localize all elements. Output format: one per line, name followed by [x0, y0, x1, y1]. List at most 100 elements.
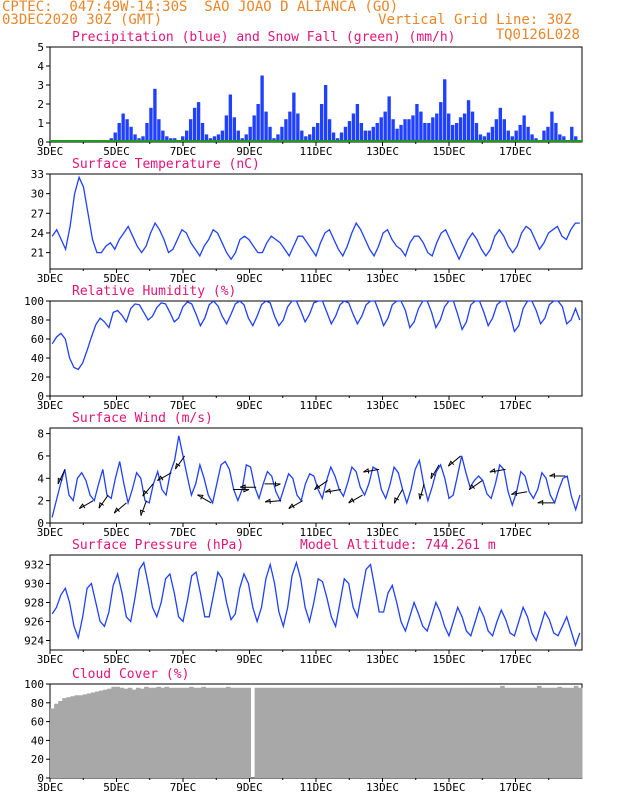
x-tick-label: 11DEC — [299, 526, 332, 539]
x-tick-label: 15DEC — [432, 526, 465, 539]
cloud-bar — [234, 687, 239, 778]
wind-arrow-head — [57, 477, 63, 484]
x-tick-label: 5DEC — [103, 145, 130, 158]
y-tick-label: 924 — [24, 635, 44, 648]
cloud-bar — [397, 687, 403, 778]
cloud-bar — [332, 687, 337, 778]
precip-bar — [375, 123, 379, 142]
precip-bar — [339, 132, 344, 142]
cloud-bar — [185, 687, 190, 778]
precip-bar — [327, 119, 332, 142]
wind-arrow — [363, 468, 380, 473]
precip-bar — [192, 107, 197, 142]
precip-bar — [470, 111, 475, 142]
y-tick-label: 40 — [31, 734, 44, 747]
cloud-bar — [164, 686, 170, 778]
precip-bar — [355, 104, 360, 142]
series-line — [51, 175, 580, 261]
cloud-bar — [140, 688, 145, 778]
precip-bar — [407, 119, 411, 142]
x-tick-label: 7DEC — [170, 781, 197, 794]
x-tick-label: 7DEC — [170, 272, 197, 285]
x-tick-label: 3DEC — [37, 399, 64, 412]
precip-bar — [276, 134, 280, 142]
precip-bar — [165, 136, 169, 142]
y-tick-label: 5 — [37, 41, 44, 54]
y-tick-label: 2 — [37, 495, 44, 508]
precip-bar — [204, 134, 209, 142]
plot-frame — [49, 300, 583, 397]
cloud-bar — [512, 687, 518, 778]
cloud-bar — [270, 687, 276, 778]
cloud-bar — [422, 687, 427, 778]
wind-arrow-head — [363, 468, 370, 474]
y-tick-label: 6 — [37, 450, 44, 463]
precip-bar — [133, 134, 137, 142]
precip-bar — [439, 102, 443, 142]
cloud-bar — [316, 687, 321, 778]
x-tick-label: 9DEC — [236, 653, 263, 666]
wind-arrow-head — [348, 497, 355, 504]
y-tick-label: 21 — [31, 247, 44, 260]
cloud-bar — [487, 687, 493, 778]
wind-arrow — [157, 472, 172, 482]
wind-arrow-head — [511, 490, 518, 496]
precip-bar — [435, 113, 439, 142]
cloud-bar — [524, 687, 530, 778]
cloud-bar — [299, 687, 305, 778]
cloud-bar — [377, 687, 382, 778]
precip-bar — [431, 117, 435, 142]
cloud-bar — [463, 687, 468, 778]
precip-bar — [216, 134, 221, 142]
cloud-bar — [205, 687, 211, 778]
plot-frame — [49, 427, 583, 524]
cloud-bar — [438, 687, 444, 778]
y-tick-label: 8 — [37, 428, 44, 441]
wind-arrow — [511, 491, 528, 495]
precip-bar — [304, 136, 308, 142]
precip-bar — [447, 113, 451, 142]
x-tick-label: 11DEC — [299, 781, 332, 794]
panel-3: 0 2 4 6 8 3DEC 5DEC 7DEC 9DEC 11DEC 13DEC 15DEC 17DE… — [37, 411, 583, 539]
wind-arrow-head — [275, 481, 281, 487]
x-tick-label: 13DEC — [366, 399, 399, 412]
cloud-bar — [446, 687, 452, 778]
x-tick-label: 7DEC — [170, 399, 197, 412]
cloud-bar — [119, 687, 125, 778]
x-tick-label: 5DEC — [103, 526, 130, 539]
precip-bar — [574, 136, 578, 142]
precip-bar — [125, 119, 129, 142]
x-tick-label: 11DEC — [299, 399, 332, 412]
precip-bar — [181, 136, 185, 142]
plot-frame — [49, 554, 583, 651]
series-line — [51, 435, 581, 518]
y-tick-label: 80 — [31, 697, 44, 710]
x-tick-label: 3DEC — [37, 272, 64, 285]
precip-bar — [323, 85, 328, 142]
precip-bar — [228, 94, 233, 142]
wind-arrow-head — [549, 473, 555, 479]
cloud-bar — [152, 687, 157, 778]
precip-bar — [212, 136, 217, 142]
cloud-bar — [573, 685, 579, 778]
cloud-bar — [209, 687, 215, 778]
cloud-bar — [491, 687, 497, 778]
wind-arrow — [348, 494, 363, 504]
y-tick-label: 932 — [24, 559, 44, 572]
cloud-bar — [213, 687, 219, 778]
precip-bar — [367, 130, 371, 142]
precip-bar — [145, 123, 149, 142]
cloud-bar — [369, 687, 374, 778]
precip-bar — [423, 123, 427, 142]
cloud-bar — [287, 687, 292, 778]
cloud-bar — [172, 687, 178, 778]
panel-title: Surface Pressure (hPa) — [72, 538, 244, 553]
wind-arrow-head — [537, 499, 544, 506]
cloud-bar — [434, 687, 440, 778]
cloud-bar — [320, 687, 325, 778]
wind-arrow — [265, 500, 282, 503]
precip-bar — [312, 126, 316, 142]
cloud-bar — [238, 687, 243, 778]
precip-bar — [184, 130, 189, 142]
precip-bar — [347, 121, 352, 142]
